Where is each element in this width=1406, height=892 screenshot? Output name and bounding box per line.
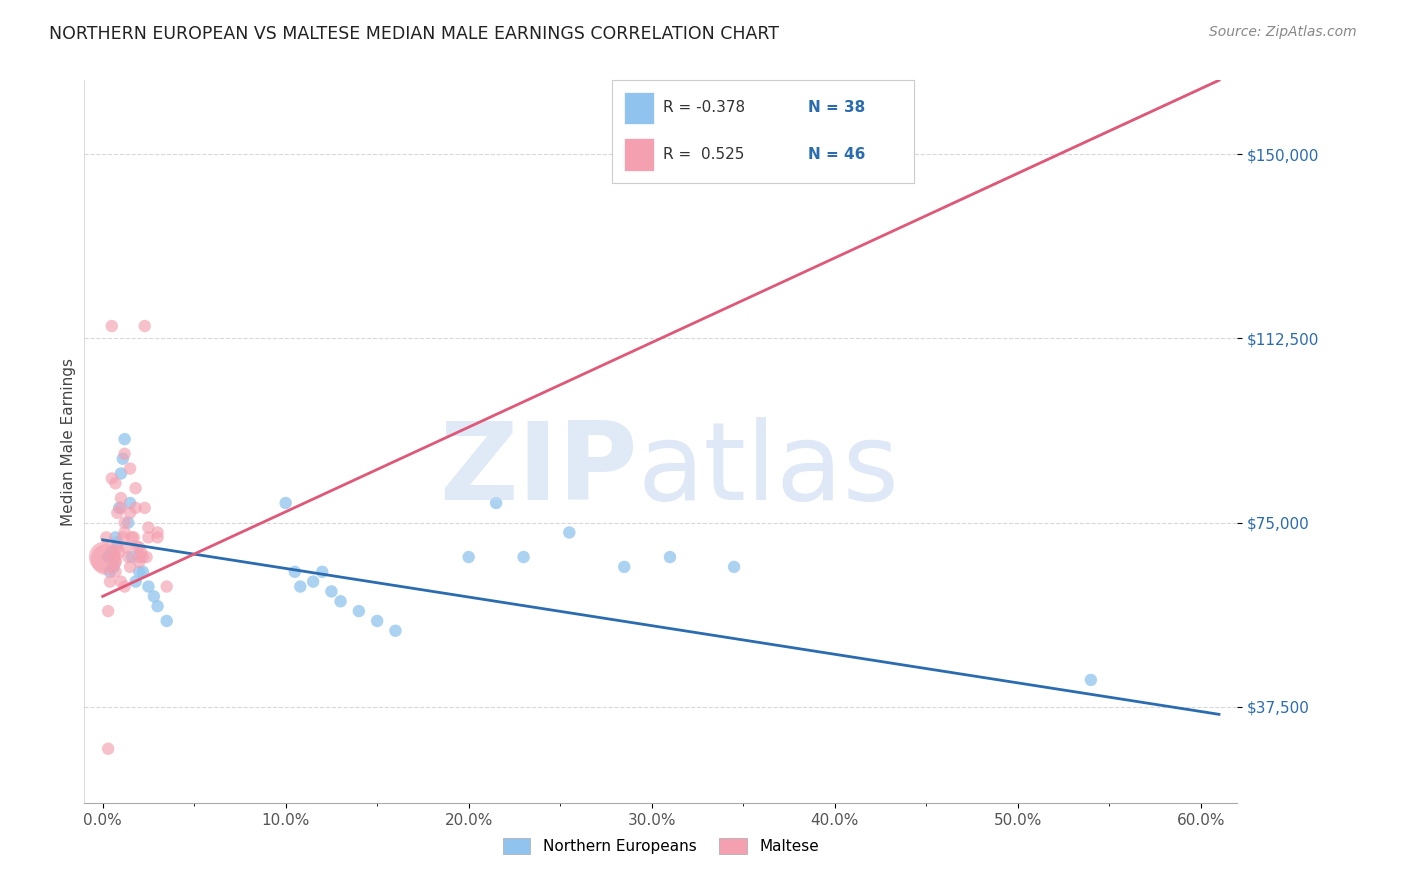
Point (122, 530, 145, 544)
Text: R = -0.378: R = -0.378 (664, 101, 745, 115)
Point (103, 560, 125, 574)
Point (101, 545, 124, 559)
Point (558, 525, 581, 540)
Text: N = 46: N = 46 (808, 146, 866, 161)
Bar (624, 137, 654, 170)
Point (101, 319, 124, 334)
Point (146, 599, 169, 614)
Point (114, 525, 136, 540)
Point (105, 506, 128, 520)
Point (457, 549, 479, 564)
Point (128, 549, 150, 564)
Point (108, 500, 131, 515)
Point (128, 565, 150, 579)
Point (110, 574, 132, 589)
Point (117, 516, 139, 530)
Point (1080, 673, 1102, 687)
Point (105, 535, 128, 549)
Point (613, 560, 636, 574)
Point (127, 540, 149, 554)
Point (138, 520, 160, 534)
Point (111, 530, 134, 544)
Y-axis label: Median Male Earnings: Median Male Earnings (60, 358, 76, 525)
Point (512, 549, 534, 564)
Text: N = 38: N = 38 (808, 101, 865, 115)
Point (114, 447, 136, 461)
Point (284, 565, 307, 579)
Point (135, 549, 157, 564)
Point (111, 451, 134, 466)
Bar (624, 92, 654, 124)
Point (110, 500, 132, 515)
Point (97, 741, 120, 756)
Point (132, 549, 155, 564)
Point (134, 319, 156, 334)
Point (121, 530, 143, 544)
Text: R =  0.525: R = 0.525 (664, 146, 744, 161)
Point (290, 580, 312, 594)
Point (347, 604, 370, 618)
Point (120, 506, 142, 520)
Point (146, 525, 169, 540)
Point (128, 555, 150, 569)
Point (114, 432, 136, 446)
Text: Source: ZipAtlas.com: Source: ZipAtlas.com (1209, 25, 1357, 39)
Point (124, 500, 146, 515)
Point (97, 604, 120, 618)
Point (104, 476, 127, 491)
Point (97, 549, 120, 564)
Point (129, 545, 152, 559)
Point (120, 560, 142, 574)
Point (104, 565, 127, 579)
Point (659, 549, 682, 564)
Point (110, 491, 132, 505)
Point (120, 461, 142, 475)
Point (104, 530, 127, 544)
Point (156, 580, 179, 594)
Point (98, 574, 121, 589)
Point (138, 580, 160, 594)
Point (146, 530, 169, 544)
Text: NORTHERN EUROPEAN VS MALTESE MEDIAN MALE EARNINGS CORRELATION CHART: NORTHERN EUROPEAN VS MALTESE MEDIAN MALE… (49, 25, 779, 43)
Point (138, 530, 160, 544)
Point (485, 496, 508, 510)
Point (108, 545, 131, 559)
Point (274, 496, 297, 510)
Point (103, 549, 125, 564)
Point (134, 500, 156, 515)
Point (105, 540, 128, 554)
Legend: Northern Europeans, Maltese: Northern Europeans, Maltese (496, 832, 825, 860)
Point (121, 549, 143, 564)
Point (117, 549, 139, 564)
Point (104, 555, 127, 569)
Point (156, 614, 179, 628)
Point (98, 565, 121, 579)
Point (93, 549, 115, 564)
Point (302, 574, 325, 589)
Point (115, 540, 138, 554)
Point (128, 540, 150, 554)
Point (96, 552, 118, 566)
Point (142, 590, 165, 604)
Point (124, 481, 146, 495)
Point (124, 574, 146, 589)
Point (114, 580, 136, 594)
Point (101, 471, 124, 485)
Point (110, 467, 132, 481)
Text: atlas: atlas (638, 417, 900, 524)
Point (723, 560, 745, 574)
Point (384, 624, 406, 638)
Point (120, 496, 142, 510)
Point (321, 584, 343, 599)
Point (96, 530, 118, 544)
Text: ZIP: ZIP (439, 417, 638, 524)
Point (311, 565, 333, 579)
Point (132, 565, 155, 579)
Point (329, 594, 352, 608)
Point (114, 516, 136, 530)
Point (366, 614, 388, 628)
